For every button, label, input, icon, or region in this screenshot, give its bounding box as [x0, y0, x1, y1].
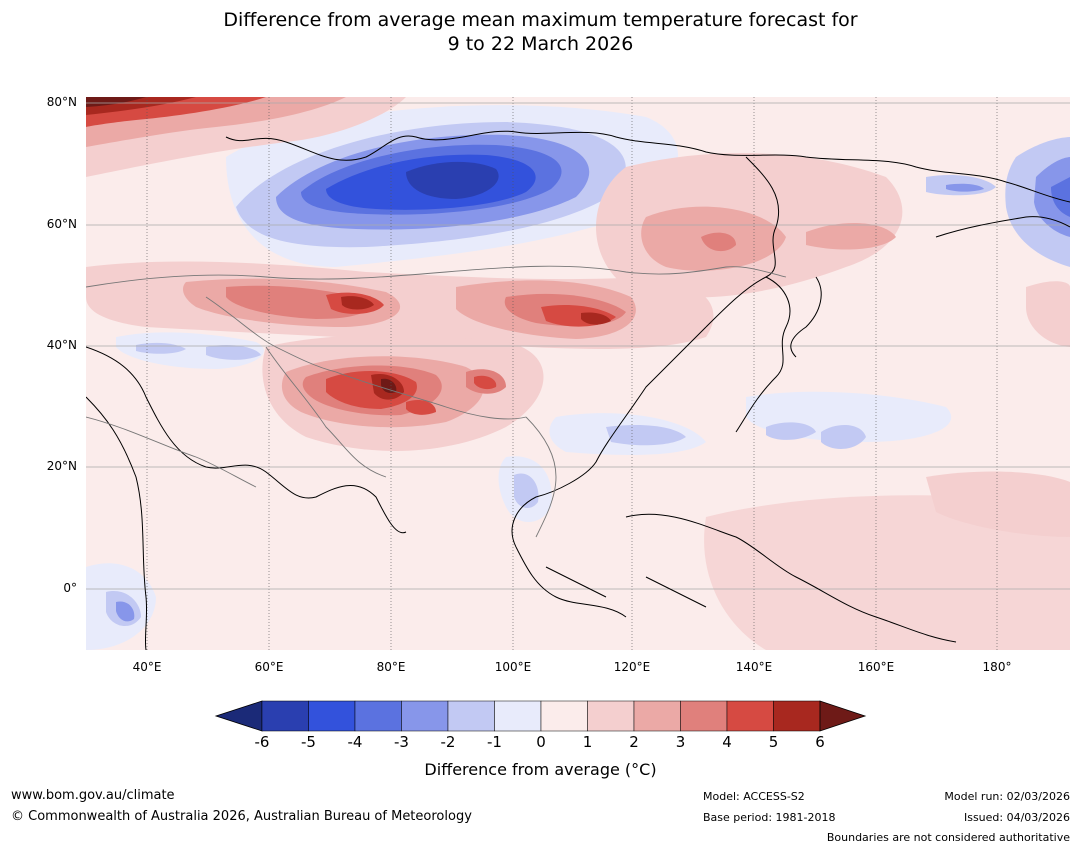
colorbar-extend-low [214, 700, 263, 732]
lat-label-20n: 20°N [46, 459, 77, 473]
coastlines [86, 130, 1070, 650]
colorbar-segment [633, 700, 681, 732]
colorbar-tick-label: 2 [629, 733, 639, 751]
colorbar-tick-label: -5 [301, 733, 316, 751]
colorbar-segment [447, 700, 495, 732]
footer-url[interactable]: www.bom.gov.au/climate [11, 788, 175, 803]
colorbar-segment [261, 700, 309, 732]
colorbar-segment [587, 700, 635, 732]
footer-issued: Issued: 04/03/2026 [963, 811, 1070, 824]
colorbar-segment [773, 700, 821, 732]
colorbar-tick-label: -3 [394, 733, 409, 751]
colorbar-segment [354, 700, 402, 732]
map-canvas [86, 97, 1070, 650]
footer-base-period: Base period: 1981-2018 [703, 811, 836, 824]
colorbar-segment [540, 700, 588, 732]
colorbar-extend-high [819, 700, 867, 732]
title-line-2: 9 to 22 March 2026 [447, 33, 634, 55]
colorbar-tick-label: 0 [536, 733, 546, 751]
colorbar-segment [494, 700, 542, 732]
lat-label-80n: 80°N [46, 95, 77, 109]
warm-anomaly-pacific [704, 281, 1070, 650]
country-borders [86, 265, 787, 538]
cold-anomaly-patches [86, 332, 952, 650]
lon-label-100e: 100°E [494, 660, 532, 674]
warm-anomaly-central-asia [86, 261, 714, 349]
lon-label-180: 180° [982, 660, 1012, 674]
colorbar-segment [401, 700, 449, 732]
colorbar-tick-label: 1 [582, 733, 593, 751]
lat-label-40n: 40°N [46, 338, 77, 352]
colorbar-segments [214, 700, 867, 732]
footer-copyright: © Commonwealth of Australia 2026, Austra… [11, 809, 472, 824]
forecast-map [86, 97, 1070, 650]
lon-label-40e: 40°E [132, 660, 162, 674]
colorbar-segment [726, 700, 774, 732]
footer-disclaimer: Boundaries are not considered authoritat… [826, 831, 1070, 844]
warm-anomaly-arctic [86, 97, 406, 177]
warm-anomaly-tibet [262, 335, 544, 451]
lon-label-120e: 120°E [613, 660, 651, 674]
colorbar-tick-label: 5 [768, 733, 779, 751]
lat-label-0: 0° [63, 581, 77, 595]
graticule [146, 97, 998, 650]
cold-anomaly-siberia [226, 105, 679, 267]
colorbar-tick-label: 3 [675, 733, 686, 751]
colorbar-tick-label: 6 [815, 733, 825, 751]
lon-label-80e: 80°E [376, 660, 406, 674]
map-title: Difference from average mean maximum tem… [0, 8, 1081, 56]
lon-label-140e: 140°E [735, 660, 773, 674]
lon-label-60e: 60°E [254, 660, 284, 674]
latitude-lines [86, 102, 1070, 590]
title-line-1: Difference from average mean maximum tem… [223, 9, 858, 31]
lat-label-60n: 60°N [46, 217, 77, 231]
lon-label-160e: 160°E [857, 660, 895, 674]
colorbar-segment [680, 700, 728, 732]
colorbar-tick-label: -6 [254, 733, 270, 751]
colorbar-tick-label: -2 [440, 733, 456, 751]
footer-model: Model: ACCESS-S2 [703, 790, 805, 803]
colorbar-tick-label: -4 [347, 733, 363, 751]
colorbar-tick-label: 4 [722, 733, 732, 751]
colorbar-label: Difference from average (°C) [424, 760, 657, 779]
colorbar-segment [308, 700, 356, 732]
footer-model-run: Model run: 02/03/2026 [944, 790, 1070, 803]
colorbar-tick-label: -1 [487, 733, 502, 751]
